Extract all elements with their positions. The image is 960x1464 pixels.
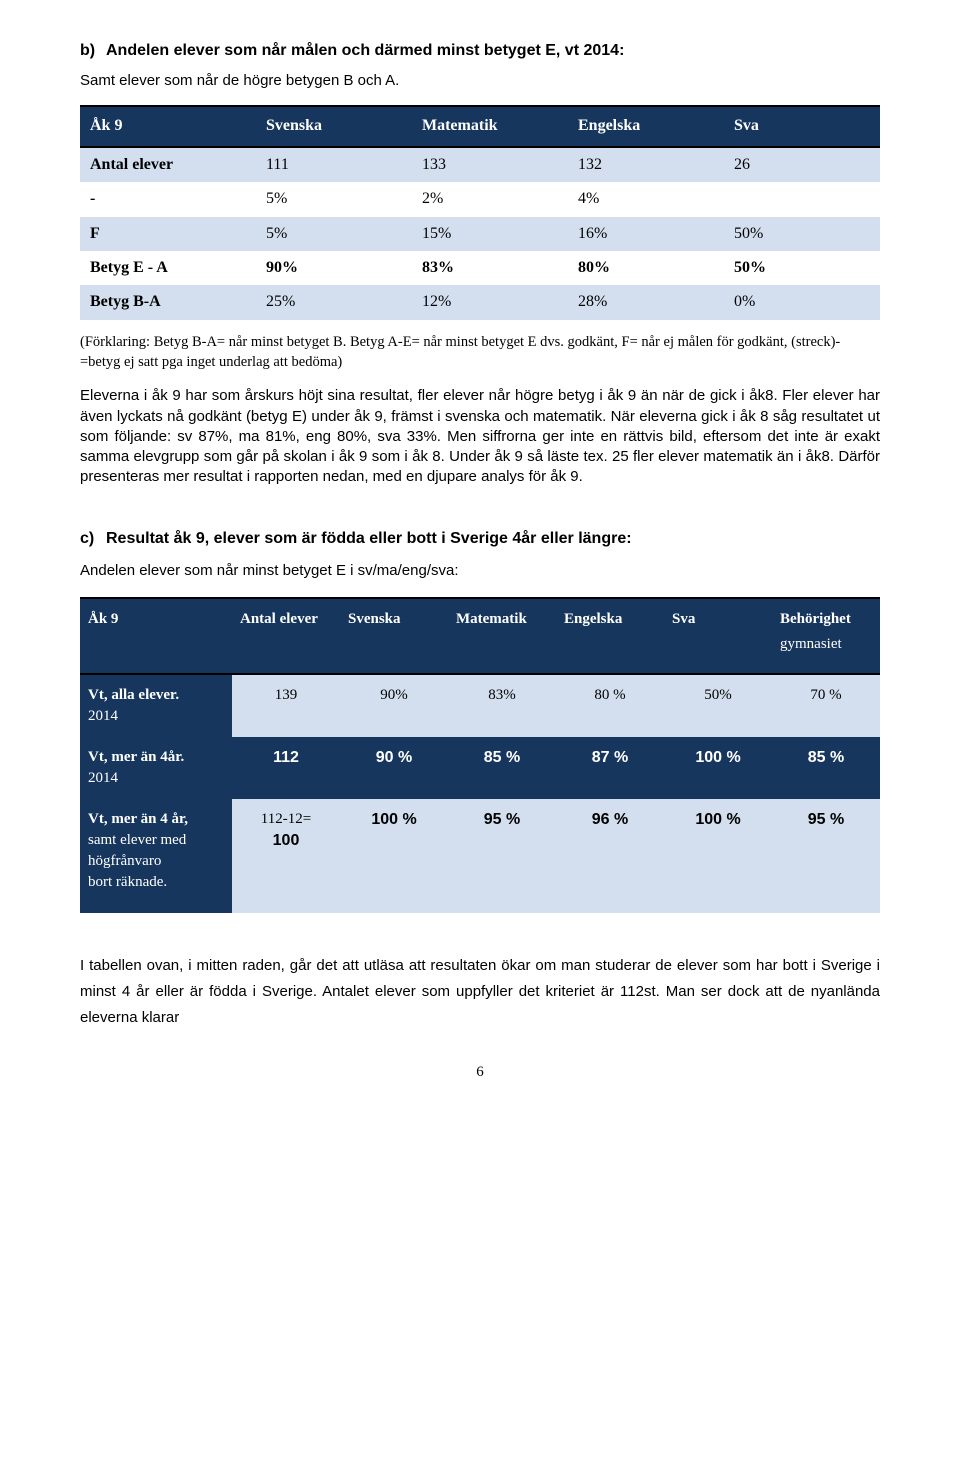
- cell: 100 %: [664, 737, 772, 799]
- cell: 95 %: [772, 799, 880, 913]
- cell: 111: [256, 147, 412, 182]
- section-b-label: b): [80, 40, 106, 62]
- results-table: Åk 9 Antal elever Svenska Matematik Enge…: [80, 597, 880, 913]
- cell: 85 %: [772, 737, 880, 799]
- cell: 70 %: [772, 674, 880, 737]
- cell: [724, 182, 880, 216]
- cell: 112-12=100: [232, 799, 340, 913]
- th: Svenska: [256, 106, 412, 146]
- th: Behörighetgymnasiet: [772, 598, 880, 674]
- cell: 90%: [256, 251, 412, 285]
- cell: 112: [232, 737, 340, 799]
- cell: 2%: [412, 182, 568, 216]
- cell: 90 %: [340, 737, 448, 799]
- th: Engelska: [556, 598, 664, 674]
- cell: 50%: [724, 251, 880, 285]
- cell: 96 %: [556, 799, 664, 913]
- th: Åk 9: [80, 106, 256, 146]
- page-number: 6: [80, 1062, 880, 1083]
- row-label: Vt, mer än 4år.2014: [80, 737, 232, 799]
- th: Matematik: [412, 106, 568, 146]
- row-label: Betyg E - A: [80, 251, 256, 285]
- table-row: Antal elever 111 133 132 26: [80, 147, 880, 182]
- cell: 87 %: [556, 737, 664, 799]
- cell: 16%: [568, 217, 724, 251]
- cell: 90%: [340, 674, 448, 737]
- section-c-label: c): [80, 528, 106, 550]
- th: Sva: [724, 106, 880, 146]
- cell: 80 %: [556, 674, 664, 737]
- row-label: F: [80, 217, 256, 251]
- cell: 83%: [448, 674, 556, 737]
- table-row: - 5% 2% 4%: [80, 182, 880, 216]
- section-c-footer: I tabellen ovan, i mitten raden, går det…: [80, 953, 880, 1032]
- row-label: Antal elever: [80, 147, 256, 182]
- table-header-row: Åk 9 Antal elever Svenska Matematik Enge…: [80, 598, 880, 674]
- section-c-title: Resultat åk 9, elever som är födda eller…: [106, 530, 632, 547]
- th: Antal elever: [232, 598, 340, 674]
- cell: 100 %: [340, 799, 448, 913]
- section-b-title: Andelen elever som når målen och därmed …: [106, 42, 624, 59]
- section-b-body: Eleverna i åk 9 har som årskurs höjt sin…: [80, 386, 880, 487]
- section-b-subtitle: Samt elever som når de högre betygen B o…: [80, 70, 880, 91]
- cell: 15%: [412, 217, 568, 251]
- cell: 25%: [256, 285, 412, 319]
- table-header-row: Åk 9 Svenska Matematik Engelska Sva: [80, 106, 880, 146]
- cell: 85 %: [448, 737, 556, 799]
- cell: 26: [724, 147, 880, 182]
- table-row: F 5% 15% 16% 50%: [80, 217, 880, 251]
- cell: 5%: [256, 182, 412, 216]
- cell: 28%: [568, 285, 724, 319]
- cell: 5%: [256, 217, 412, 251]
- cell: 139: [232, 674, 340, 737]
- grades-table: Åk 9 Svenska Matematik Engelska Sva Anta…: [80, 105, 880, 319]
- table-row: Betyg B-A 25% 12% 28% 0%: [80, 285, 880, 319]
- table-note: (Förklaring: Betyg B-A= når minst betyge…: [80, 332, 880, 373]
- cell: 0%: [724, 285, 880, 319]
- row-label: -: [80, 182, 256, 216]
- table-row: Betyg E - A 90% 83% 80% 50%: [80, 251, 880, 285]
- row-label: Vt, alla elever.2014: [80, 674, 232, 737]
- table-row: Vt, alla elever.2014 139 90% 83% 80 % 50…: [80, 674, 880, 737]
- th: Matematik: [448, 598, 556, 674]
- row-label: Vt, mer än 4 år, samt elever medhögfrånv…: [80, 799, 232, 913]
- th: Sva: [664, 598, 772, 674]
- th: Engelska: [568, 106, 724, 146]
- th: Åk 9: [80, 598, 232, 674]
- row-label: Betyg B-A: [80, 285, 256, 319]
- cell: 4%: [568, 182, 724, 216]
- section-b-heading: b)Andelen elever som når målen och därme…: [80, 40, 880, 62]
- section-c-subtitle: Andelen elever som når minst betyget E i…: [80, 560, 880, 581]
- table-row: Vt, mer än 4år.2014 112 90 % 85 % 87 % 1…: [80, 737, 880, 799]
- cell: 50%: [664, 674, 772, 737]
- section-c-heading: c)Resultat åk 9, elever som är födda ell…: [80, 528, 880, 550]
- cell: 95 %: [448, 799, 556, 913]
- cell: 80%: [568, 251, 724, 285]
- cell: 50%: [724, 217, 880, 251]
- cell: 132: [568, 147, 724, 182]
- cell: 133: [412, 147, 568, 182]
- table-row: Vt, mer än 4 år, samt elever medhögfrånv…: [80, 799, 880, 913]
- cell: 83%: [412, 251, 568, 285]
- cell: 12%: [412, 285, 568, 319]
- th: Svenska: [340, 598, 448, 674]
- cell: 100 %: [664, 799, 772, 913]
